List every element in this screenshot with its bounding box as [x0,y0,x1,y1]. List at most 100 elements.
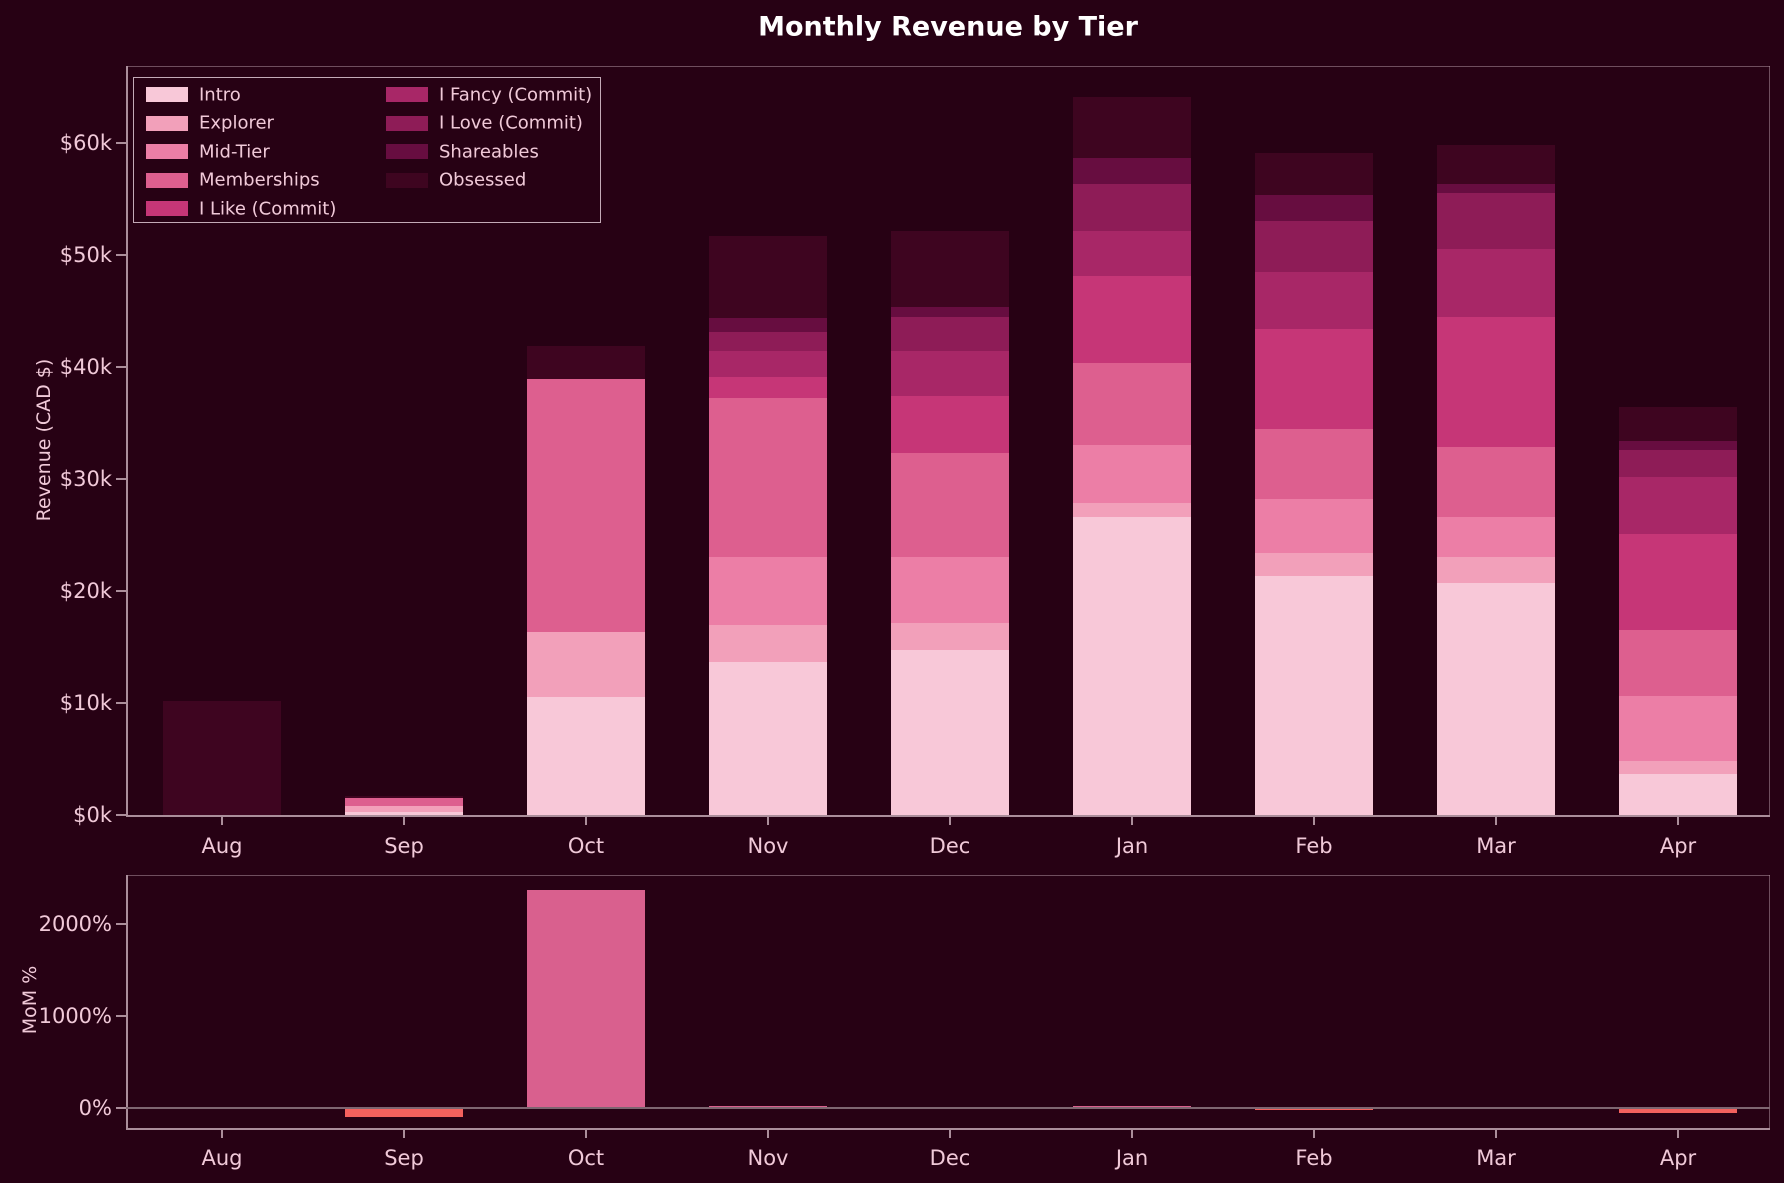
x-tick-mark [1677,816,1679,825]
bar-segment-explorer [1619,761,1737,774]
bar-segment-obsessed [1619,407,1737,441]
bar-segment-memberships [891,453,1009,558]
bar-segment-i-love-commit- [891,316,1009,352]
bar-segment-mid-tier [891,557,1009,624]
legend-label: Obsessed [439,169,527,191]
y-tick-mark [116,478,126,480]
y-tick-mark [116,1015,126,1017]
y-tick-label: $0k [73,803,112,827]
legend: Intro Explorer Mid-Tier Memberships I Like (… [133,77,601,223]
legend-swatch-icon [386,144,428,159]
mom-chart-spine-right [1769,875,1770,1129]
bar-segment-mid-tier [709,557,827,625]
bar-segment-intro [345,811,463,815]
bar-segment-memberships [345,798,463,807]
bar-segment-shareables [1255,194,1373,222]
y-tick-label: 1000% [38,1004,112,1028]
y-tick-label: $40k [59,355,112,379]
bar-segment-memberships [709,398,827,558]
x-tick-mark [1313,816,1315,825]
mom-bar [345,1109,463,1117]
x-tick-mark [1677,1129,1679,1138]
bar-segment-explorer [527,632,645,698]
bar-segment-explorer [1437,557,1555,584]
x-tick-label: Oct [567,834,605,858]
x-tick-mark [949,816,951,825]
legend-label: Explorer [199,112,274,134]
x-tick-label: Mar [1476,1146,1516,1170]
bar-segment-obsessed [891,231,1009,307]
y-tick-label: $30k [59,467,112,491]
bar-segment-intro [527,697,645,815]
bar-segment-shareables [891,306,1009,317]
legend-label: Intro [199,84,241,105]
x-tick-mark [1131,816,1133,825]
bar-segment-memberships [1437,446,1555,518]
bar-segment-shareables [709,317,827,333]
legend-label: I Like (Commit) [199,198,337,219]
bar-segment-i-love-commit- [1619,449,1737,477]
mom-bar [1255,1109,1373,1110]
y-tick-mark [116,702,126,704]
bar-segment-i-like-commit- [1073,276,1191,363]
legend-swatch-icon [146,115,188,131]
bar-segment-i-like-commit- [709,377,827,399]
bar-segment-intro [891,650,1009,815]
legend-swatch-icon [386,172,428,188]
y-tick-mark [116,142,126,144]
bar-segment-memberships [1619,630,1737,697]
mom-chart-spine-bottom [126,1128,1770,1130]
bar-segment-intro [1619,773,1737,815]
bar-segment-intro [1437,583,1555,815]
y-tick-label: $60k [59,131,112,155]
legend-swatch-icon [386,115,428,131]
bar-segment-i-love-commit- [1073,184,1191,232]
bar-segment-mid-tier [1619,696,1737,762]
bar-segment-explorer [345,806,463,812]
x-tick-label: Aug [201,834,243,858]
bar-segment-i-fancy-commit- [1073,231,1191,277]
bar-segment-i-fancy-commit- [1437,249,1555,317]
x-tick-mark [949,1129,951,1138]
x-tick-label: Aug [201,1146,243,1170]
x-tick-mark [221,1129,223,1138]
bar-segment-intro [1255,576,1373,815]
legend-swatch-icon [146,87,188,102]
y-tick-mark [116,254,126,256]
bar-segment-memberships [527,379,645,633]
bar-segment-shareables [1437,184,1555,194]
x-tick-mark [1131,1129,1133,1138]
revenue-chart-spine-top [126,66,1770,67]
bar-segment-memberships [1073,362,1191,446]
bar-segment-i-love-commit- [1255,221,1373,272]
legend-swatch-icon [386,87,428,102]
y-tick-mark [116,814,126,816]
x-tick-label: Feb [1295,1146,1333,1170]
bar-segment-mid-tier [1255,499,1373,553]
y-tick-label: 0% [78,1096,112,1120]
y-tick-mark [116,590,126,592]
x-tick-label: Oct [567,1146,605,1170]
x-tick-mark [1313,1129,1315,1138]
bar-segment-i-love-commit- [1437,193,1555,250]
x-tick-label: Sep [384,1146,424,1170]
zero-line [126,1107,1770,1109]
bar-segment-shareables [1619,440,1737,450]
y-tick-label: $10k [59,691,112,715]
bar-segment-shareables [1073,157,1191,185]
x-tick-mark [403,816,405,825]
x-tick-mark [585,816,587,825]
bar-segment-i-fancy-commit- [891,351,1009,397]
x-tick-label: Nov [747,1146,789,1170]
bar-segment-obsessed [527,345,645,380]
bar-segment-mid-tier [1073,445,1191,503]
legend-swatch-icon [146,172,188,188]
legend-label: Memberships [199,169,320,191]
bar-segment-i-like-commit- [1255,328,1373,429]
bar-segment-obsessed [1073,97,1191,158]
revenue-chart-spine-bottom [126,815,1770,817]
mom-bar [1619,1109,1737,1113]
bar-segment-i-like-commit- [1437,316,1555,447]
y-tick-label: 2000% [38,912,112,936]
